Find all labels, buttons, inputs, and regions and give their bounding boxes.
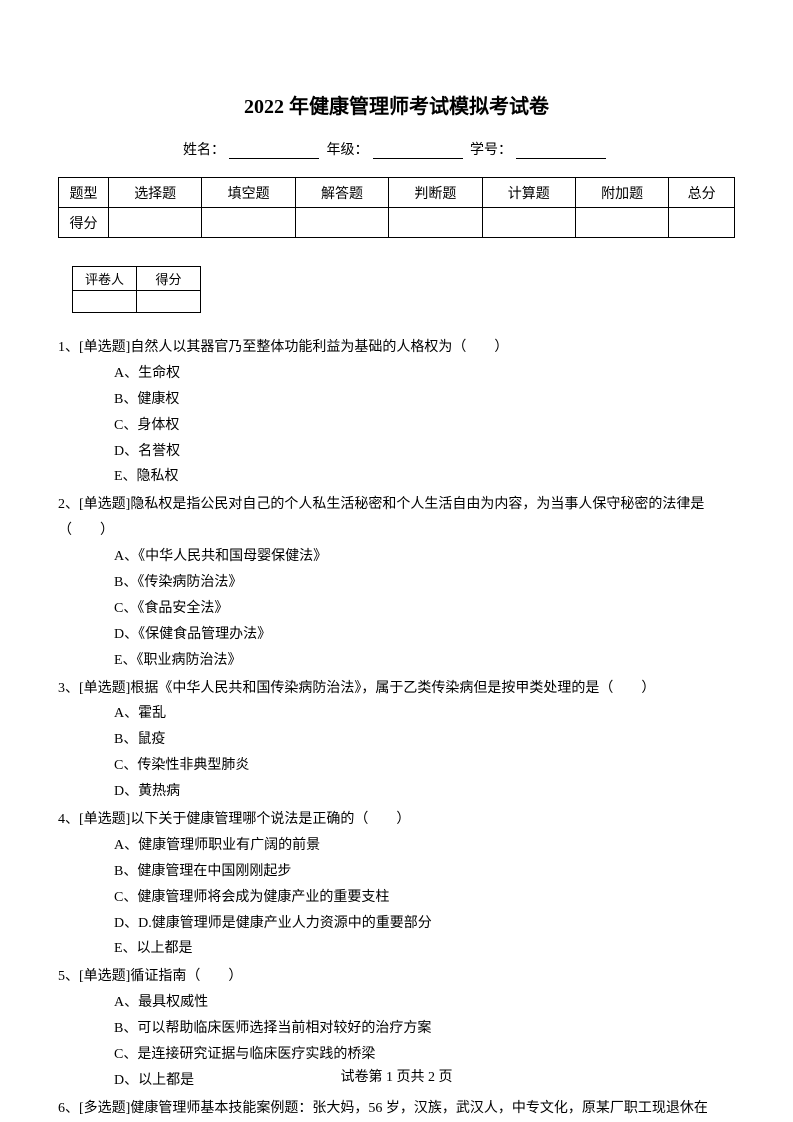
page-footer: 试卷第 1 页共 2 页 — [0, 1066, 793, 1086]
score-cell[interactable] — [202, 208, 295, 238]
score-cell[interactable] — [389, 208, 482, 238]
question-option: C、传染性非典型肺炎 — [58, 753, 735, 779]
name-blank[interactable] — [229, 143, 319, 159]
question-option: E、以上都是 — [58, 936, 735, 962]
score-cell[interactable] — [575, 208, 668, 238]
question-stem: 3、[单选题]根据《中华人民共和国传染病防治法》，属于乙类传染病但是按甲类处理的… — [58, 676, 735, 702]
score-table: 题型 选择题 填空题 解答题 判断题 计算题 附加题 总分 得分 — [58, 177, 735, 238]
question-option: E、《职业病防治法》 — [58, 648, 735, 674]
question-stem: 4、[单选题]以下关于健康管理哪个说法是正确的（ ） — [58, 807, 735, 833]
grader-score-label: 得分 — [137, 267, 201, 291]
question-option: A、霍乱 — [58, 701, 735, 727]
questions-container: 1、[单选题]自然人以其器官乃至整体功能利益为基础的人格权为（ ）A、生命权B、… — [58, 335, 735, 1122]
question-block: 6、[多选题]健康管理师基本技能案例题：张大妈，56 岁，汉族，武汉人，中专文化… — [58, 1096, 735, 1122]
question-option: C、健康管理师将会成为健康产业的重要支柱 — [58, 885, 735, 911]
question-block: 3、[单选题]根据《中华人民共和国传染病防治法》，属于乙类传染病但是按甲类处理的… — [58, 676, 735, 805]
grader-label: 评卷人 — [73, 267, 137, 291]
id-label: 学号： — [470, 143, 512, 158]
question-stem: 6、[多选题]健康管理师基本技能案例题：张大妈，56 岁，汉族，武汉人，中专文化… — [58, 1096, 735, 1122]
question-option: D、黄热病 — [58, 779, 735, 805]
score-cell[interactable] — [109, 208, 202, 238]
question-block: 1、[单选题]自然人以其器官乃至整体功能利益为基础的人格权为（ ）A、生命权B、… — [58, 335, 735, 490]
question-option: D、名誉权 — [58, 439, 735, 465]
header-cell: 填空题 — [202, 178, 295, 208]
question-option: E、隐私权 — [58, 464, 735, 490]
question-option: B、鼠疫 — [58, 727, 735, 753]
question-stem: 5、[单选题]循证指南（ ） — [58, 964, 735, 990]
grade-blank[interactable] — [373, 143, 463, 159]
question-block: 4、[单选题]以下关于健康管理哪个说法是正确的（ ）A、健康管理师职业有广阔的前… — [58, 807, 735, 962]
grader-blank[interactable] — [73, 291, 137, 313]
grade-label: 年级： — [327, 143, 369, 158]
question-option: D、D.健康管理师是健康产业人力资源中的重要部分 — [58, 911, 735, 937]
question-option: B、健康权 — [58, 387, 735, 413]
score-label-cell: 得分 — [59, 208, 109, 238]
question-option: B、《传染病防治法》 — [58, 570, 735, 596]
question-option: B、可以帮助临床医师选择当前相对较好的治疗方案 — [58, 1016, 735, 1042]
question-option: C、身体权 — [58, 413, 735, 439]
question-stem: 2、[单选题]隐私权是指公民对自己的个人私生活秘密和个人生活自由为内容，为当事人… — [58, 492, 735, 544]
grader-table: 评卷人 得分 — [72, 266, 201, 313]
score-table-header-row: 题型 选择题 填空题 解答题 判断题 计算题 附加题 总分 — [59, 178, 735, 208]
header-cell: 附加题 — [575, 178, 668, 208]
grader-score-blank[interactable] — [137, 291, 201, 313]
score-cell[interactable] — [295, 208, 388, 238]
score-cell[interactable] — [482, 208, 575, 238]
score-cell[interactable] — [669, 208, 735, 238]
exam-title: 2022 年健康管理师考试模拟考试卷 — [58, 90, 735, 119]
question-option: B、健康管理在中国刚刚起步 — [58, 859, 735, 885]
question-option: A、最具权威性 — [58, 990, 735, 1016]
question-block: 2、[单选题]隐私权是指公民对自己的个人私生活秘密和个人生活自由为内容，为当事人… — [58, 492, 735, 673]
student-info-line: 姓名： 年级： 学号： — [58, 139, 735, 159]
id-blank[interactable] — [516, 143, 606, 159]
question-option: A、生命权 — [58, 361, 735, 387]
question-option: C、《食品安全法》 — [58, 596, 735, 622]
header-cell: 计算题 — [482, 178, 575, 208]
question-option: C、是连接研究证据与临床医疗实践的桥梁 — [58, 1042, 735, 1068]
header-cell: 总分 — [669, 178, 735, 208]
score-table-score-row: 得分 — [59, 208, 735, 238]
header-cell: 选择题 — [109, 178, 202, 208]
question-option: A、健康管理师职业有广阔的前景 — [58, 833, 735, 859]
question-option: A、《中华人民共和国母婴保健法》 — [58, 544, 735, 570]
type-label-cell: 题型 — [59, 178, 109, 208]
question-stem: 1、[单选题]自然人以其器官乃至整体功能利益为基础的人格权为（ ） — [58, 335, 735, 361]
question-option: D、《保健食品管理办法》 — [58, 622, 735, 648]
name-label: 姓名： — [183, 143, 225, 158]
header-cell: 判断题 — [389, 178, 482, 208]
header-cell: 解答题 — [295, 178, 388, 208]
